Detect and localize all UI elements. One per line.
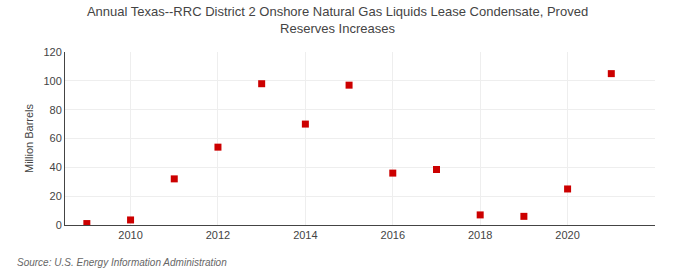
svg-text:Million Barrels: Million Barrels — [23, 103, 35, 173]
svg-text:20: 20 — [50, 190, 62, 202]
svg-text:40: 40 — [50, 161, 62, 173]
svg-text:2016: 2016 — [381, 229, 405, 241]
svg-text:Annual Texas--RRC District 2 O: Annual Texas--RRC District 2 Onshore Nat… — [87, 4, 588, 36]
svg-text:2018: 2018 — [468, 229, 492, 241]
svg-text:60: 60 — [50, 132, 62, 144]
svg-text:2010: 2010 — [118, 229, 142, 241]
svg-text:Source: U.S. Energy Informatio: Source: U.S. Energy Information Administ… — [17, 257, 227, 268]
svg-text:0: 0 — [56, 219, 62, 231]
svg-text:80: 80 — [50, 104, 62, 116]
svg-text:120: 120 — [43, 46, 61, 58]
svg-text:2012: 2012 — [206, 229, 230, 241]
svg-text:2014: 2014 — [293, 229, 317, 241]
svg-text:2020: 2020 — [555, 229, 579, 241]
svg-text:100: 100 — [43, 75, 61, 87]
